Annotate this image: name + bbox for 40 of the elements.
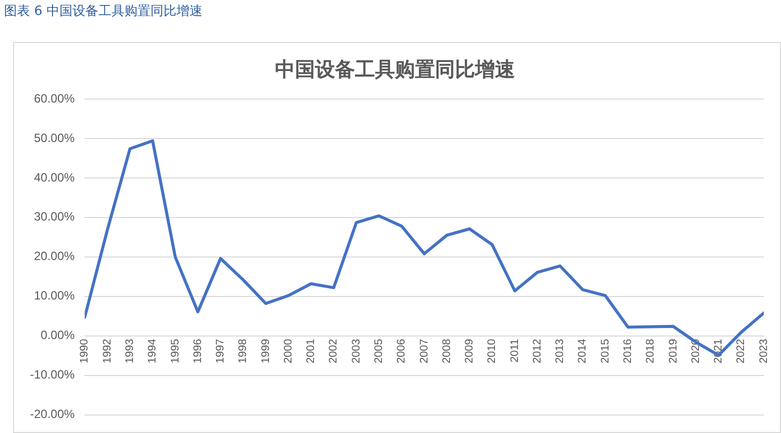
x-tick-label: 1990 — [78, 338, 91, 364]
x-tick-label: 2009 — [464, 338, 476, 364]
x-tick-label: 2005 — [373, 338, 386, 364]
text: 图表 6 中国设备工具购置同比增速 — [4, 3, 203, 20]
x-tick-label: 2016 — [622, 338, 634, 364]
x-tick-label: 2010 — [486, 338, 498, 364]
x-tick-label: 2012 — [531, 338, 544, 364]
x-tick-label: 2007 — [418, 338, 430, 364]
x-tick-label: 2003 — [350, 338, 362, 364]
x-tick-label: 1996 — [192, 338, 204, 364]
x-tick-label: 2022 — [735, 338, 748, 364]
x-tick-label: 2018 — [644, 338, 657, 364]
x-tick-label: 2014 — [576, 338, 589, 364]
y-tick-label: 50.00% — [34, 130, 76, 145]
x-tick-label: 2013 — [554, 338, 566, 364]
x-tick-label: 2015 — [599, 338, 612, 364]
y-tick-label: 40.00% — [34, 170, 76, 184]
x-tick-label: 2006 — [396, 338, 408, 364]
y-tick-label: 30.00% — [34, 210, 76, 224]
y-tick-label: 60.00% — [34, 91, 76, 106]
y-tick-label: 0.00% — [40, 328, 76, 342]
x-tick-label: 1998 — [237, 338, 250, 364]
x-tick-label: 2023 — [758, 338, 770, 364]
x-tick-label: 1999 — [260, 338, 272, 364]
x-tick-label: 2002 — [328, 338, 340, 364]
x-tick-label: 1993 — [124, 338, 136, 364]
x-tick-label: 2000 — [282, 338, 294, 364]
x-tick-label: 2001 — [305, 338, 318, 364]
y-tick-label: -20.00% — [30, 407, 76, 422]
chart-title: 中国设备工具购置同比增速 — [275, 57, 515, 82]
x-tick-label: 1997 — [214, 338, 227, 364]
x-tick-label: 2019 — [667, 338, 680, 364]
x-tick-label: 2008 — [440, 338, 453, 364]
x-tick-label: 2011 — [508, 338, 521, 363]
y-tick-label: -10.00% — [30, 368, 76, 382]
x-tick-label: 1995 — [169, 338, 182, 364]
x-tick-label: 1992 — [101, 338, 114, 364]
x-tick-label: 1994 — [146, 338, 159, 364]
y-tick-label: 20.00% — [34, 249, 76, 264]
y-tick-label: 10.00% — [34, 288, 76, 303]
